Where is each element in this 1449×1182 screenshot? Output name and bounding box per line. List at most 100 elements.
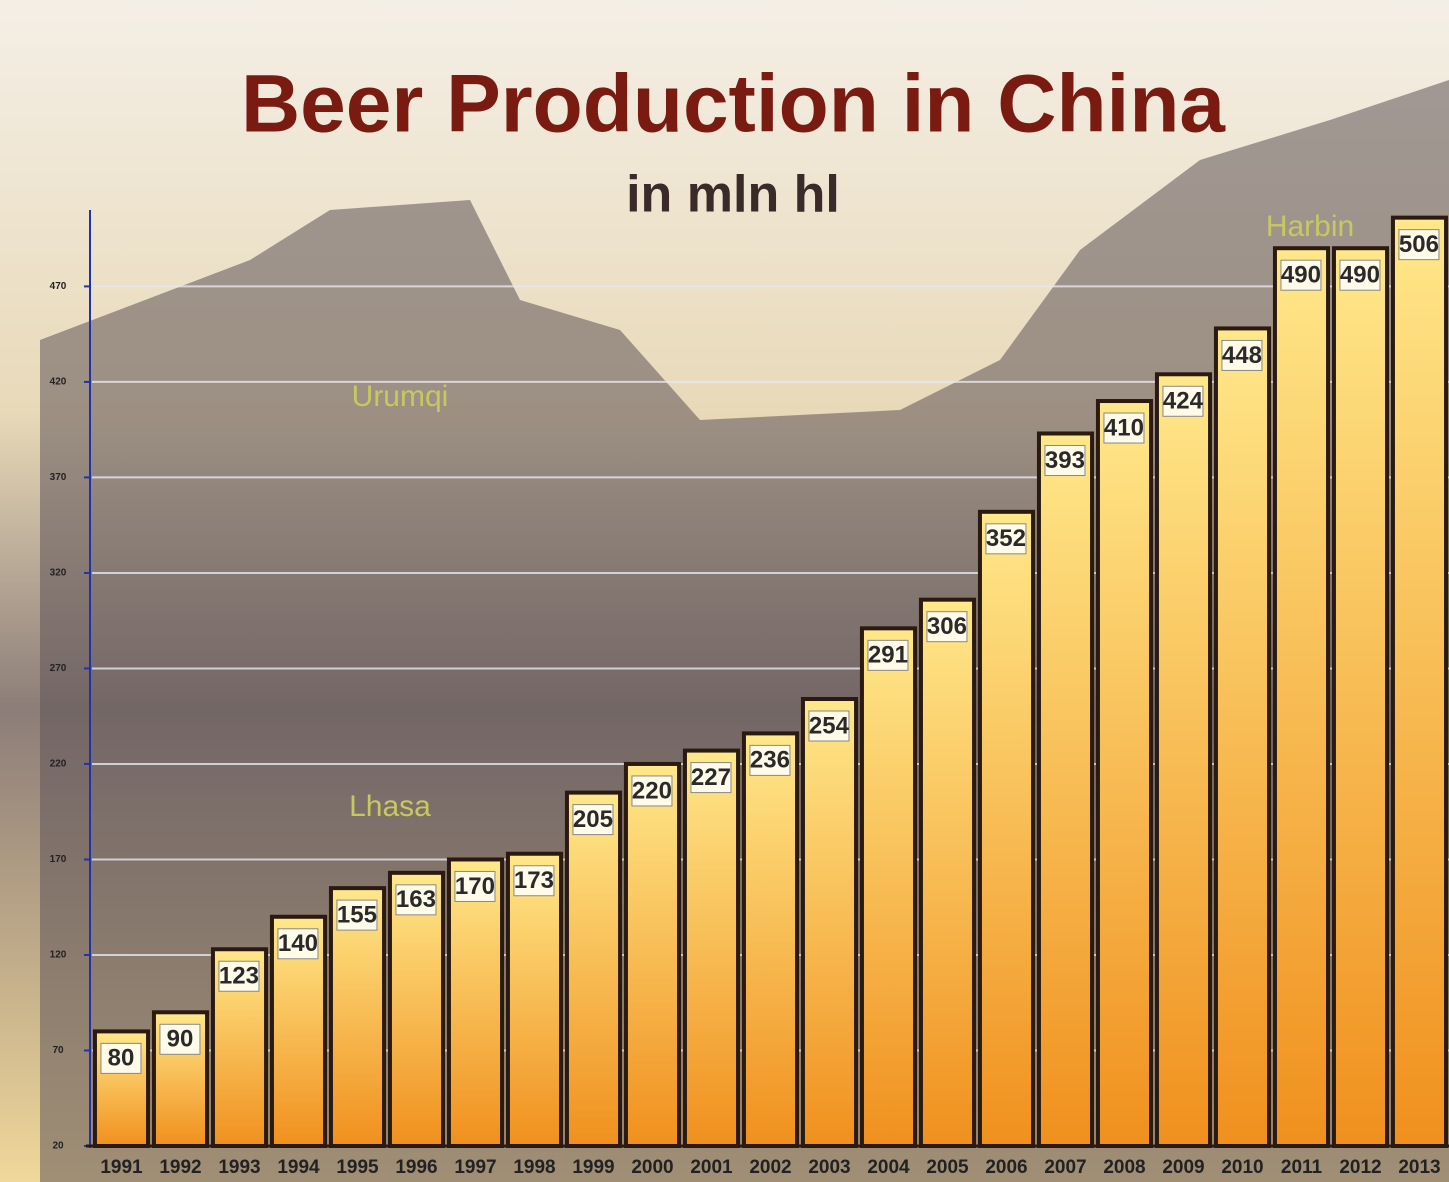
value-label-box bbox=[513, 865, 555, 897]
value-label: 490 bbox=[1281, 262, 1321, 289]
bar bbox=[800, 697, 859, 1149]
value-label: 90 bbox=[167, 1026, 194, 1053]
value-label-box bbox=[1044, 444, 1086, 476]
bar bbox=[1390, 215, 1449, 1149]
bar bbox=[682, 748, 741, 1148]
value-label-box bbox=[395, 884, 437, 916]
x-tick-label: 1996 bbox=[395, 1157, 437, 1178]
x-tick-label: 2009 bbox=[1162, 1157, 1204, 1178]
map-label: Lhasa bbox=[349, 790, 431, 823]
y-tick-label: 470 bbox=[50, 281, 67, 292]
x-tick-label: 2001 bbox=[690, 1157, 733, 1178]
bar bbox=[505, 851, 564, 1148]
x-tick-label: 1995 bbox=[336, 1157, 379, 1178]
value-label: 506 bbox=[1399, 231, 1439, 258]
value-label: 155 bbox=[337, 901, 377, 928]
value-label: 205 bbox=[573, 806, 613, 833]
x-tick-label: 1994 bbox=[277, 1157, 320, 1178]
bar bbox=[387, 870, 446, 1148]
value-label: 173 bbox=[514, 867, 554, 894]
x-tick-label: 2010 bbox=[1221, 1157, 1263, 1178]
value-label: 220 bbox=[632, 777, 672, 804]
value-label-box bbox=[1162, 385, 1204, 417]
value-label: 170 bbox=[455, 873, 495, 900]
chart-title: Beer Production in China bbox=[241, 59, 1226, 150]
x-tick-label: 1991 bbox=[100, 1157, 143, 1178]
value-label-box bbox=[631, 775, 673, 807]
x-tick-label: 2000 bbox=[631, 1157, 673, 1178]
value-label: 254 bbox=[809, 712, 850, 739]
bar bbox=[918, 597, 977, 1148]
x-tick-label: 2012 bbox=[1339, 1157, 1381, 1178]
bar bbox=[1154, 372, 1213, 1149]
x-tick-label: 2008 bbox=[1103, 1157, 1145, 1178]
x-tick-label: 2013 bbox=[1398, 1157, 1440, 1178]
value-label: 123 bbox=[219, 963, 259, 990]
x-tick-label: 2007 bbox=[1044, 1157, 1086, 1178]
x-tick-label: 1992 bbox=[159, 1157, 201, 1178]
value-label-box bbox=[867, 639, 909, 671]
value-label-box bbox=[690, 762, 732, 794]
y-tick-label: 320 bbox=[50, 568, 67, 579]
value-label: 163 bbox=[396, 886, 436, 913]
value-label-box bbox=[1339, 259, 1381, 291]
value-label-box bbox=[926, 611, 968, 643]
value-label: 410 bbox=[1104, 414, 1144, 441]
value-label: 140 bbox=[278, 930, 318, 957]
bar bbox=[977, 509, 1036, 1148]
x-tick-label: 2003 bbox=[808, 1157, 850, 1178]
x-tick-label: 1999 bbox=[572, 1157, 614, 1178]
bar bbox=[1036, 431, 1095, 1148]
value-label-box bbox=[749, 744, 791, 776]
x-tick-label: 2002 bbox=[749, 1157, 791, 1178]
x-tick-label: 2005 bbox=[926, 1157, 969, 1178]
x-tick-label: 2004 bbox=[867, 1157, 910, 1178]
bar bbox=[564, 790, 623, 1148]
bar bbox=[623, 761, 682, 1148]
bar bbox=[1331, 246, 1390, 1148]
map-label: Urumqi bbox=[352, 380, 449, 413]
y-tick-label: 420 bbox=[50, 377, 67, 388]
value-label-box bbox=[1398, 229, 1440, 261]
x-tick-label: 1998 bbox=[513, 1157, 555, 1178]
value-label-box bbox=[454, 870, 496, 902]
value-label: 448 bbox=[1222, 342, 1262, 369]
bar bbox=[328, 886, 387, 1148]
value-label: 393 bbox=[1045, 447, 1085, 474]
value-label: 490 bbox=[1340, 262, 1380, 289]
y-tick-label: 220 bbox=[50, 759, 67, 770]
y-tick-label: 20 bbox=[52, 1141, 64, 1152]
y-tick-label: 120 bbox=[50, 950, 67, 961]
value-label-box bbox=[572, 804, 614, 836]
value-label-box bbox=[336, 899, 378, 931]
bar bbox=[1095, 399, 1154, 1149]
x-tick-label: 1993 bbox=[218, 1157, 260, 1178]
x-tick-label: 1997 bbox=[454, 1157, 496, 1178]
x-tick-label: 2011 bbox=[1281, 1157, 1323, 1178]
value-label-box bbox=[159, 1023, 201, 1055]
value-label-box bbox=[1103, 412, 1145, 444]
value-label: 80 bbox=[108, 1045, 135, 1072]
value-label-box bbox=[1221, 339, 1263, 371]
map-label: Harbin bbox=[1266, 210, 1354, 243]
value-label: 424 bbox=[1163, 388, 1204, 415]
value-label: 306 bbox=[927, 613, 967, 640]
value-label: 227 bbox=[691, 764, 731, 791]
value-label-box bbox=[985, 523, 1027, 555]
bar bbox=[1213, 326, 1272, 1148]
value-label-box bbox=[100, 1042, 142, 1074]
y-tick-label: 370 bbox=[50, 472, 67, 483]
value-label: 236 bbox=[750, 747, 790, 774]
y-tick-label: 170 bbox=[50, 854, 67, 865]
bar bbox=[446, 857, 505, 1148]
chart-subtitle: in mln hl bbox=[626, 166, 840, 224]
bar bbox=[741, 731, 800, 1149]
value-label-box bbox=[218, 960, 260, 992]
value-label-box bbox=[1280, 259, 1322, 291]
value-label: 352 bbox=[986, 525, 1026, 552]
value-label: 291 bbox=[868, 642, 908, 669]
bar bbox=[1272, 246, 1331, 1148]
value-label-box bbox=[277, 928, 319, 960]
y-tick-label: 270 bbox=[50, 663, 67, 674]
